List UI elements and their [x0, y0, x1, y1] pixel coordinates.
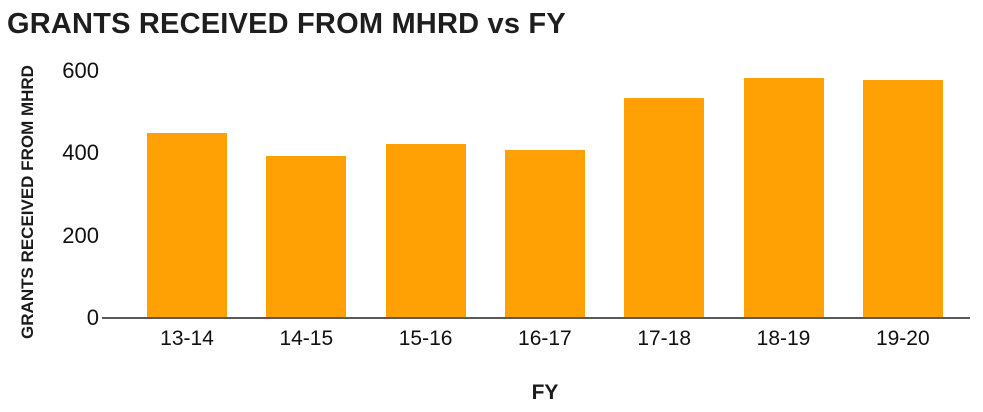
x-tick-label: 19-20: [875, 327, 930, 350]
bar-17-18: [624, 98, 705, 319]
y-axis-title: GRANTS RECEIVED FROM MHRD: [18, 65, 37, 339]
y-tick-label: 200: [62, 222, 99, 248]
bar-18-19: [743, 77, 824, 319]
x-tick-label: 16-17: [518, 327, 572, 350]
bar-16-17: [504, 149, 585, 319]
bar-19-20: [862, 79, 943, 319]
x-tick-label: 17-18: [637, 327, 692, 350]
x-tick-label: 14-15: [279, 327, 334, 350]
bar-13-14: [147, 133, 227, 319]
chart-title: GRANTS RECEIVED FROM MHRD vs FY: [7, 8, 566, 40]
y-tick-label: 0: [86, 305, 99, 330]
x-tick-label: 15-16: [398, 327, 453, 350]
x-axis-line: [102, 317, 970, 319]
x-tick-label: 18-19: [756, 327, 811, 350]
x-axis-title: FY: [531, 381, 559, 404]
x-tick-label: 13-14: [160, 327, 214, 350]
y-tick-label: 600: [62, 58, 99, 83]
bar-14-15: [266, 155, 347, 319]
y-tick-label: 400: [62, 140, 99, 166]
bar-15-16: [385, 143, 466, 319]
